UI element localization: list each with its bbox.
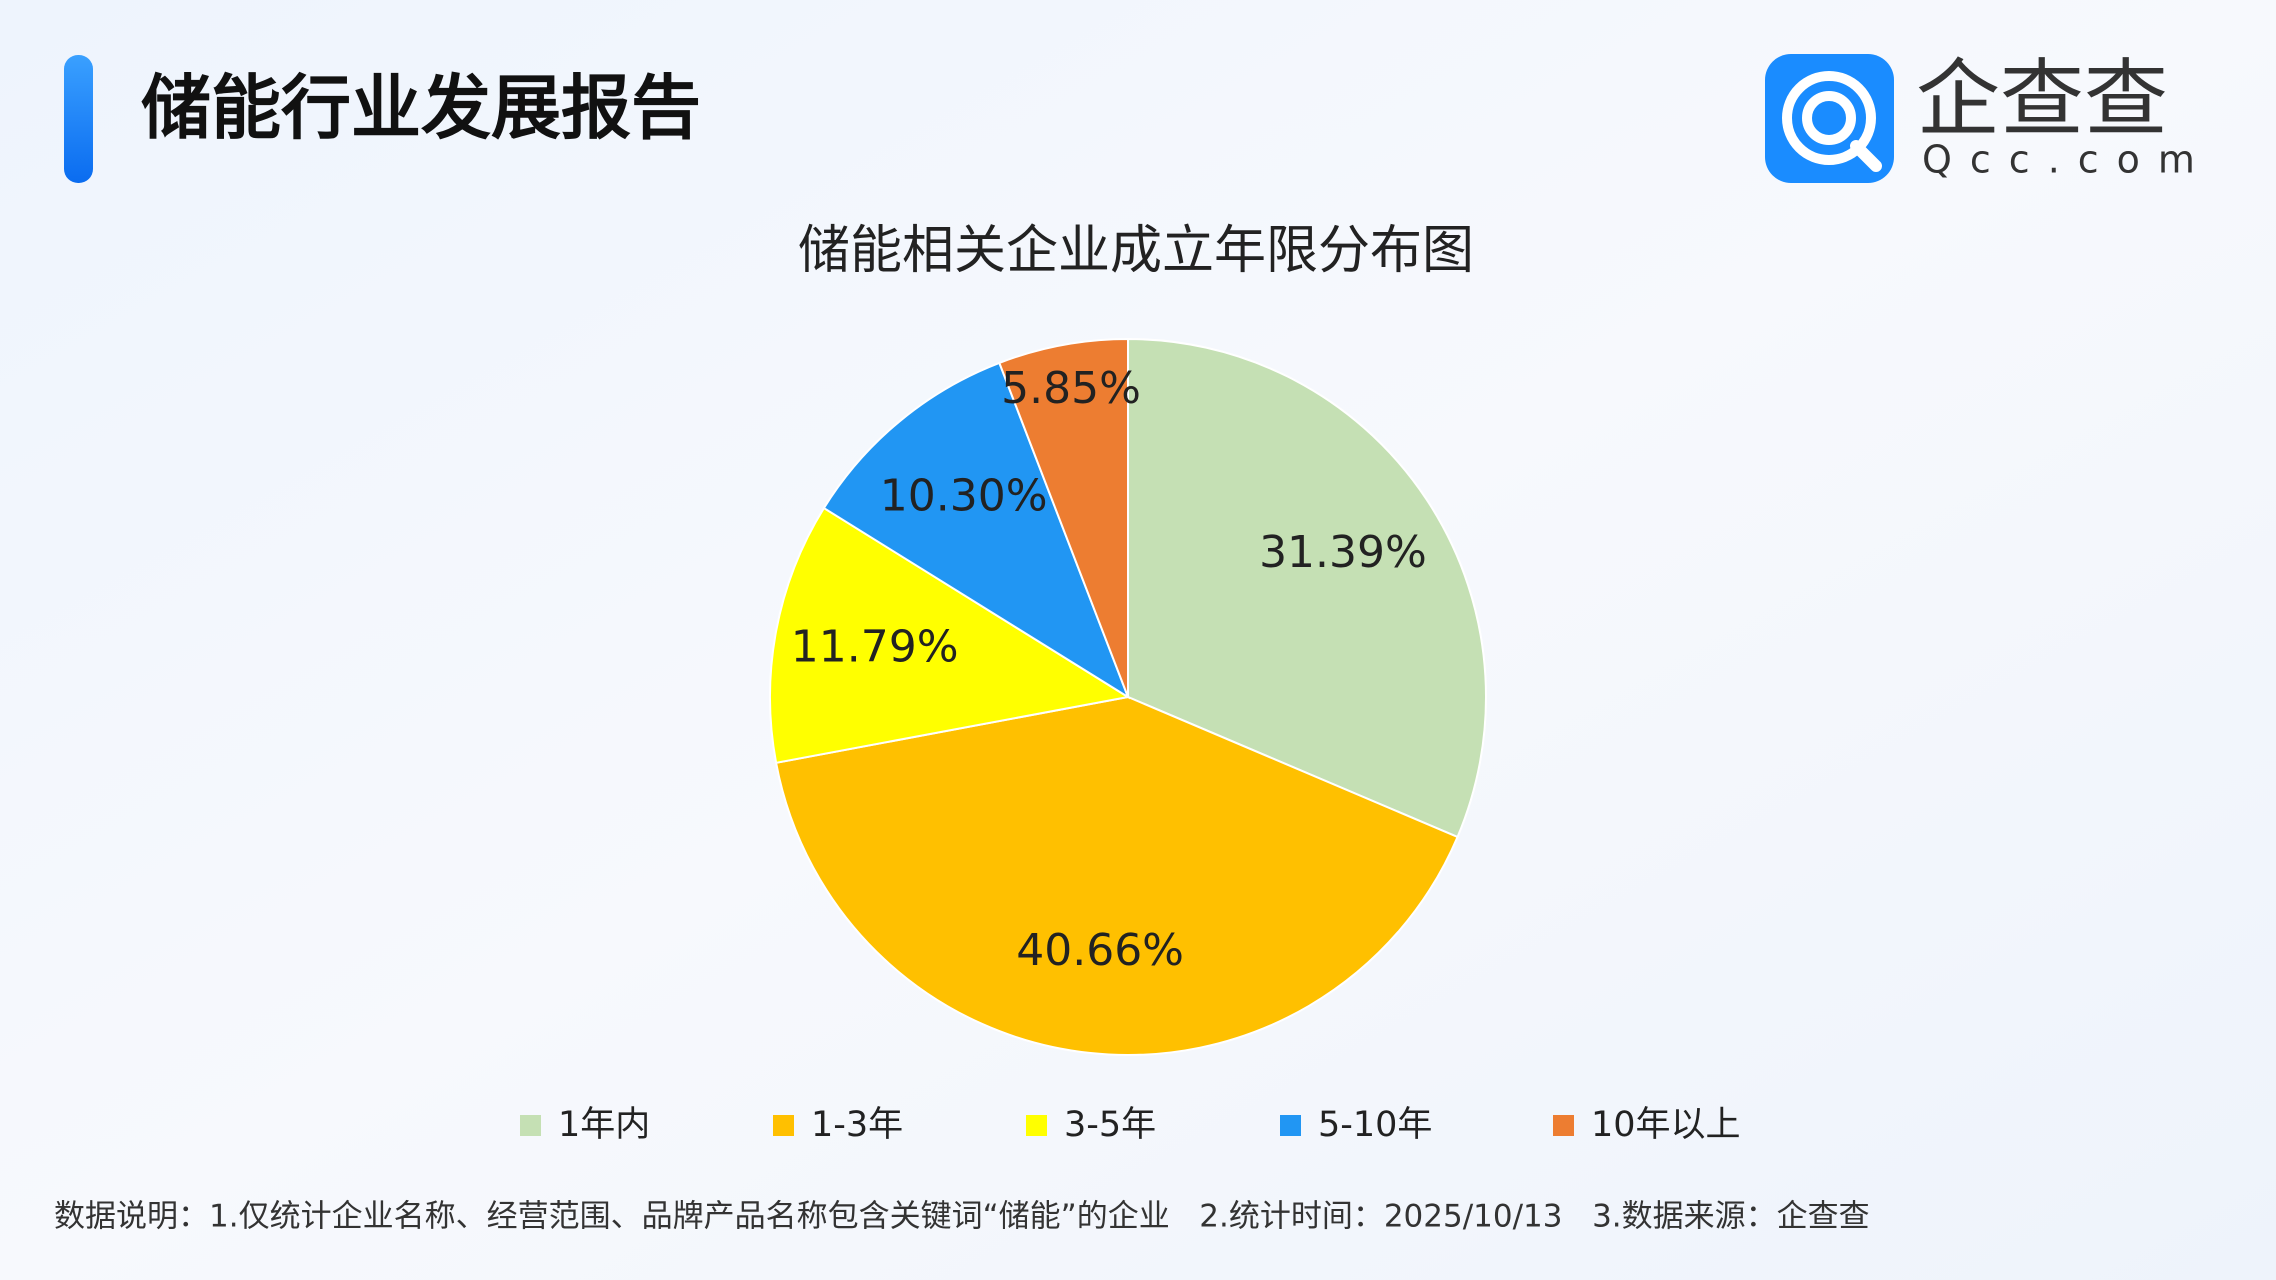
logo-tail: [1850, 140, 1882, 172]
pie-slice: [998, 337, 1129, 698]
footnote: 数据说明：1.仅统计企业名称、经营范围、品牌产品名称包含关键词“储能”的企业 2…: [54, 1199, 1870, 1235]
legend-label: 3-5年: [1064, 1105, 1156, 1145]
pie-slice: [822, 361, 1131, 700]
logo-name: 企查查: [1916, 50, 2168, 148]
legend-label: 1年内: [558, 1105, 650, 1145]
legend-swatch: [1553, 1115, 1574, 1136]
logo-domain: Qcc.com: [1922, 138, 2213, 182]
data-label: 10.30%: [880, 470, 1048, 521]
pie-slice: [769, 506, 1131, 764]
pie-slice: [1127, 337, 1487, 839]
legend-swatch: [1026, 1115, 1047, 1136]
legend-label: 10年以上: [1591, 1105, 1741, 1145]
data-label: 5.85%: [1001, 363, 1141, 414]
pie-slice: [774, 695, 1459, 1056]
logo-ring: [1782, 71, 1876, 165]
chart-title: 储能相关企业成立年限分布图: [798, 221, 1474, 281]
data-label: 11.79%: [791, 621, 959, 672]
logo-ring: [1802, 91, 1856, 145]
header-title: 储能行业发展报告: [141, 67, 701, 149]
legend-swatch: [520, 1115, 541, 1136]
legend-swatch: [773, 1115, 794, 1136]
logo: 企查查 Qcc.com: [1765, 50, 2213, 183]
data-label: 40.66%: [1016, 925, 1184, 976]
pie: 31.39% 40.66% 11.79% 10.30% 5.85%: [769, 337, 1487, 1056]
legend-swatch: [1280, 1115, 1301, 1136]
legend: 1年内 1-3年 3-5年 5-10年 10年以上: [520, 1105, 1741, 1145]
data-label: 31.39%: [1259, 527, 1427, 578]
header-accent: [64, 55, 93, 183]
legend-label: 1-3年: [811, 1105, 903, 1145]
legend-label: 5-10年: [1318, 1105, 1432, 1145]
